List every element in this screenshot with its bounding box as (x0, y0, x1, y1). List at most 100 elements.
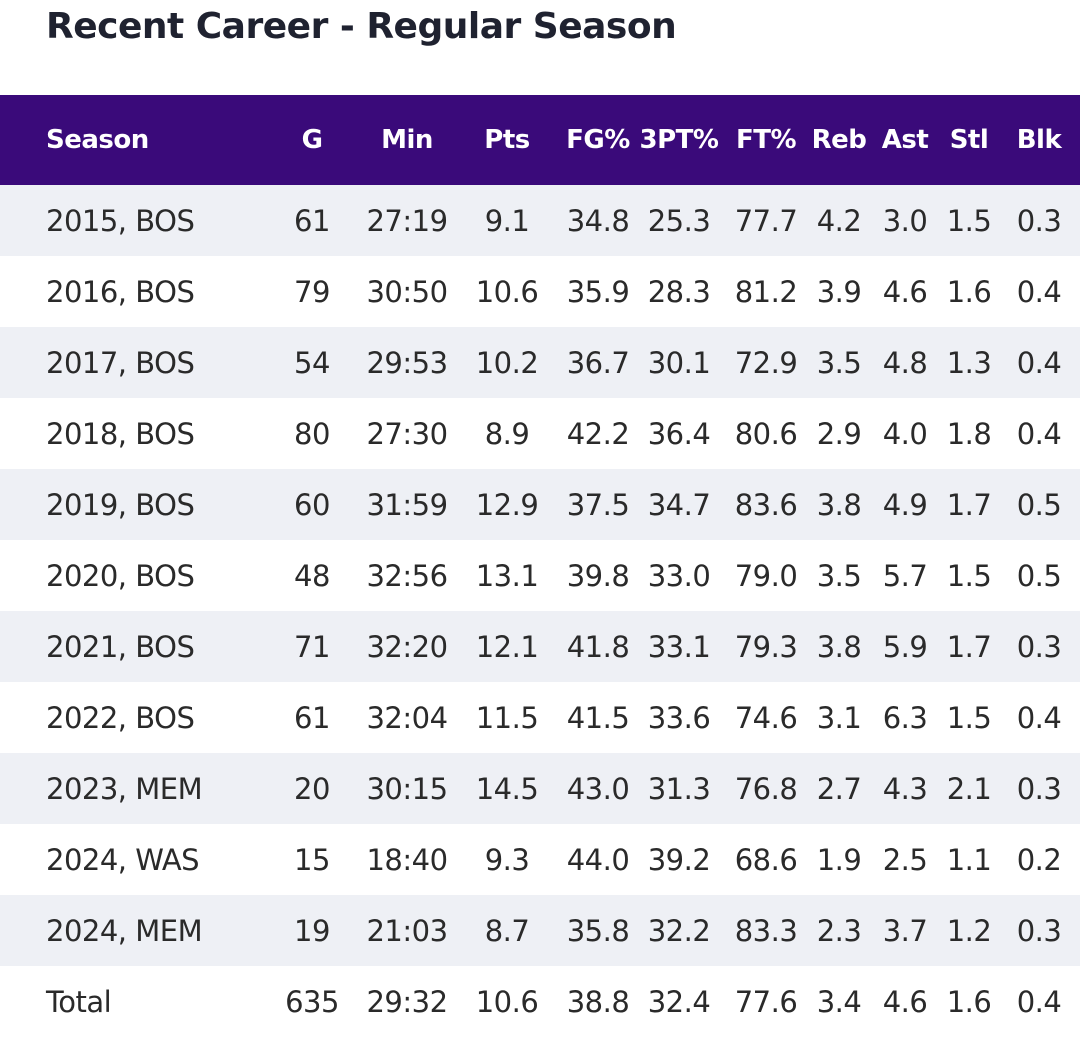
blocks-cell: 0.3 (1016, 771, 1062, 806)
column-header-fg-pct[interactable]: FG% (566, 125, 630, 155)
minutes-cell: 31:59 (366, 487, 448, 522)
table-row: 2024, MEM 19 21:03 8.7 35.8 32.2 83.3 2.3 3.7 1.2… (0, 895, 1080, 966)
column-header-games[interactable]: G (301, 125, 323, 155)
blocks-cell: 0.3 (1016, 913, 1062, 948)
minutes-cell: 29:53 (366, 345, 448, 380)
fg-pct-cell: 42.2 (566, 416, 630, 451)
blocks-cell: 0.2 (1016, 842, 1062, 877)
column-header-points[interactable]: Pts (484, 125, 530, 155)
3pt-pct-cell: 39.2 (647, 842, 711, 877)
points-cell: 12.1 (475, 629, 539, 664)
page-title: Recent Career - Regular Season (46, 6, 677, 47)
3pt-pct-cell: 30.1 (647, 345, 711, 380)
games-cell: 15 (294, 842, 330, 877)
steals-cell: 1.8 (946, 416, 992, 451)
season-cell: 2022, BOS (46, 700, 195, 735)
points-cell: 10.2 (475, 345, 539, 380)
assists-cell: 2.5 (882, 842, 928, 877)
points-cell: 9.1 (484, 203, 530, 238)
games-cell: 48 (294, 558, 330, 593)
blocks-cell: 0.4 (1016, 416, 1062, 451)
column-header-blocks[interactable]: Blk (1016, 125, 1062, 155)
season-cell: 2024, MEM (46, 913, 203, 948)
table-header-row: Season G Min Pts FG% 3PT% FT% Reb Ast St… (0, 95, 1080, 185)
steals-cell: 1.5 (946, 700, 992, 735)
rebounds-cell: 2.9 (816, 416, 862, 451)
blocks-cell: 0.4 (1016, 274, 1062, 309)
season-cell: 2018, BOS (46, 416, 195, 451)
3pt-pct-cell: 31.3 (647, 771, 711, 806)
column-header-3pt-pct[interactable]: 3PT% (639, 125, 719, 155)
minutes-cell: 21:03 (366, 913, 448, 948)
season-cell: 2016, BOS (46, 274, 195, 309)
steals-cell: 1.6 (946, 984, 992, 1019)
games-cell: 71 (294, 629, 330, 664)
rebounds-cell: 2.3 (816, 913, 862, 948)
table-row: 2023, MEM 20 30:15 14.5 43.0 31.3 76.8 2.7 4.3 2.… (0, 753, 1080, 824)
ft-pct-cell: 77.7 (734, 203, 798, 238)
fg-pct-cell: 41.8 (566, 629, 630, 664)
column-header-ft-pct[interactable]: FT% (735, 125, 797, 155)
games-cell: 61 (294, 700, 330, 735)
blocks-cell: 0.4 (1016, 345, 1062, 380)
ft-pct-cell: 83.3 (734, 913, 798, 948)
3pt-pct-cell: 25.3 (647, 203, 711, 238)
table-row: 2018, BOS 80 27:30 8.9 42.2 36.4 80.6 2.9 4.0 1.8… (0, 398, 1080, 469)
fg-pct-cell: 39.8 (566, 558, 630, 593)
season-cell: 2017, BOS (46, 345, 195, 380)
steals-cell: 1.5 (946, 203, 992, 238)
table-total-row: Total 635 29:32 10.6 38.8 32.4 77.6 3.4 4.6 1.6 0.… (0, 966, 1080, 1037)
column-header-minutes[interactable]: Min (381, 125, 433, 155)
assists-cell: 6.3 (882, 700, 928, 735)
assists-cell: 4.9 (882, 487, 928, 522)
steals-cell: 1.6 (946, 274, 992, 309)
assists-cell: 4.6 (882, 984, 928, 1019)
ft-pct-cell: 76.8 (734, 771, 798, 806)
season-cell: 2024, WAS (46, 842, 200, 877)
season-cell: 2019, BOS (46, 487, 195, 522)
steals-cell: 1.2 (946, 913, 992, 948)
fg-pct-cell: 43.0 (566, 771, 630, 806)
minutes-cell: 30:50 (366, 274, 448, 309)
steals-cell: 1.3 (946, 345, 992, 380)
fg-pct-cell: 35.8 (566, 913, 630, 948)
blocks-cell: 0.5 (1016, 558, 1062, 593)
ft-pct-cell: 77.6 (734, 984, 798, 1019)
ft-pct-cell: 80.6 (734, 416, 798, 451)
season-cell: Total (46, 984, 112, 1019)
fg-pct-cell: 35.9 (566, 274, 630, 309)
points-cell: 10.6 (475, 274, 539, 309)
minutes-cell: 27:19 (366, 203, 448, 238)
season-cell: 2021, BOS (46, 629, 195, 664)
table-body: 2015, BOS 61 27:19 9.1 34.8 25.3 77.7 4.2 3.0 1.5… (0, 185, 1080, 1037)
column-header-rebounds[interactable]: Reb (811, 125, 867, 155)
rebounds-cell: 3.4 (816, 984, 862, 1019)
points-cell: 11.5 (475, 700, 539, 735)
games-cell: 54 (294, 345, 330, 380)
3pt-pct-cell: 33.6 (647, 700, 711, 735)
games-cell: 20 (294, 771, 330, 806)
season-cell: 2023, MEM (46, 771, 203, 806)
assists-cell: 3.7 (882, 913, 928, 948)
ft-pct-cell: 81.2 (734, 274, 798, 309)
ft-pct-cell: 72.9 (734, 345, 798, 380)
rebounds-cell: 3.9 (816, 274, 862, 309)
assists-cell: 4.6 (882, 274, 928, 309)
season-cell: 2015, BOS (46, 203, 195, 238)
column-header-season[interactable]: Season (46, 125, 149, 155)
fg-pct-cell: 44.0 (566, 842, 630, 877)
column-header-steals[interactable]: Stl (949, 125, 989, 155)
ft-pct-cell: 68.6 (734, 842, 798, 877)
points-cell: 8.9 (484, 416, 530, 451)
3pt-pct-cell: 33.1 (647, 629, 711, 664)
ft-pct-cell: 83.6 (734, 487, 798, 522)
minutes-cell: 30:15 (366, 771, 448, 806)
rebounds-cell: 3.8 (816, 629, 862, 664)
column-header-assists[interactable]: Ast (881, 125, 929, 155)
steals-cell: 1.5 (946, 558, 992, 593)
minutes-cell: 32:56 (366, 558, 448, 593)
blocks-cell: 0.4 (1016, 700, 1062, 735)
rebounds-cell: 3.8 (816, 487, 862, 522)
games-cell: 60 (294, 487, 330, 522)
rebounds-cell: 2.7 (816, 771, 862, 806)
